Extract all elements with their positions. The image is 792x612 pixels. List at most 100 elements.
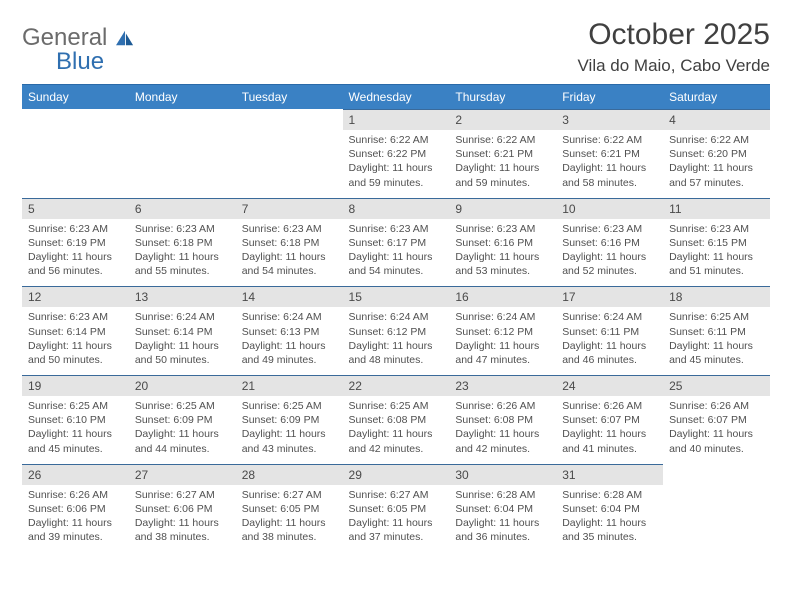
day-info: Sunrise: 6:26 AMSunset: 6:08 PMDaylight:… bbox=[449, 396, 556, 464]
day-header: Friday bbox=[556, 85, 663, 110]
day-info-line: Daylight: 11 hours bbox=[455, 516, 550, 530]
day-info-line: and 47 minutes. bbox=[455, 353, 550, 367]
day-info-line: Sunset: 6:07 PM bbox=[562, 413, 657, 427]
day-number: 11 bbox=[663, 198, 770, 219]
day-info-line: Daylight: 11 hours bbox=[135, 339, 230, 353]
day-info-line: and 54 minutes. bbox=[242, 264, 337, 278]
day-info-line: Sunrise: 6:23 AM bbox=[349, 222, 444, 236]
day-info: Sunrise: 6:28 AMSunset: 6:04 PMDaylight:… bbox=[556, 485, 663, 553]
day-info-line: Sunset: 6:12 PM bbox=[349, 325, 444, 339]
day-info: Sunrise: 6:27 AMSunset: 6:06 PMDaylight:… bbox=[129, 485, 236, 553]
logo-sail-icon bbox=[115, 29, 135, 52]
day-info-line: Sunset: 6:09 PM bbox=[135, 413, 230, 427]
day-info-line: Sunset: 6:08 PM bbox=[349, 413, 444, 427]
day-info-line: Sunset: 6:21 PM bbox=[455, 147, 550, 161]
day-info-line: Sunset: 6:16 PM bbox=[455, 236, 550, 250]
day-info-line: and 38 minutes. bbox=[242, 530, 337, 544]
day-number: 13 bbox=[129, 287, 236, 308]
day-info-line: and 46 minutes. bbox=[562, 353, 657, 367]
day-info bbox=[129, 130, 236, 198]
day-info-line: Sunset: 6:22 PM bbox=[349, 147, 444, 161]
day-info-line: Sunrise: 6:25 AM bbox=[135, 399, 230, 413]
day-number: 20 bbox=[129, 376, 236, 397]
day-info: Sunrise: 6:27 AMSunset: 6:05 PMDaylight:… bbox=[236, 485, 343, 553]
day-number: 24 bbox=[556, 376, 663, 397]
day-info-line: Sunset: 6:04 PM bbox=[455, 502, 550, 516]
day-info: Sunrise: 6:25 AMSunset: 6:08 PMDaylight:… bbox=[343, 396, 450, 464]
day-number: 15 bbox=[343, 287, 450, 308]
day-info-line: Sunrise: 6:23 AM bbox=[28, 310, 123, 324]
week-number-row: 19202122232425 bbox=[22, 376, 770, 397]
day-info: Sunrise: 6:22 AMSunset: 6:21 PMDaylight:… bbox=[556, 130, 663, 198]
day-info-line: Sunset: 6:12 PM bbox=[455, 325, 550, 339]
day-info-line: Sunrise: 6:24 AM bbox=[135, 310, 230, 324]
day-info-line: Daylight: 11 hours bbox=[455, 339, 550, 353]
day-info-line: and 40 minutes. bbox=[669, 442, 764, 456]
day-info: Sunrise: 6:26 AMSunset: 6:06 PMDaylight:… bbox=[22, 485, 129, 553]
day-info-line: Daylight: 11 hours bbox=[562, 339, 657, 353]
day-number: 29 bbox=[343, 464, 450, 485]
day-number: 16 bbox=[449, 287, 556, 308]
day-info-line: Sunrise: 6:22 AM bbox=[562, 133, 657, 147]
day-info-line: Sunset: 6:13 PM bbox=[242, 325, 337, 339]
day-info-line: Sunrise: 6:23 AM bbox=[135, 222, 230, 236]
day-info-line: Sunset: 6:04 PM bbox=[562, 502, 657, 516]
day-info-line: Daylight: 11 hours bbox=[242, 250, 337, 264]
day-info-line: Sunset: 6:10 PM bbox=[28, 413, 123, 427]
day-number: 19 bbox=[22, 376, 129, 397]
day-number: 18 bbox=[663, 287, 770, 308]
day-info-line: Sunset: 6:16 PM bbox=[562, 236, 657, 250]
day-info-line: Daylight: 11 hours bbox=[349, 250, 444, 264]
day-info-line: Daylight: 11 hours bbox=[135, 427, 230, 441]
day-info-line: and 48 minutes. bbox=[349, 353, 444, 367]
day-info: Sunrise: 6:28 AMSunset: 6:04 PMDaylight:… bbox=[449, 485, 556, 553]
day-info: Sunrise: 6:24 AMSunset: 6:12 PMDaylight:… bbox=[343, 307, 450, 375]
day-header: Wednesday bbox=[343, 85, 450, 110]
day-info-line: Sunrise: 6:23 AM bbox=[28, 222, 123, 236]
day-info-line: Sunset: 6:05 PM bbox=[242, 502, 337, 516]
day-info-line: Daylight: 11 hours bbox=[242, 516, 337, 530]
day-number: 27 bbox=[129, 464, 236, 485]
day-header-row: Sunday Monday Tuesday Wednesday Thursday… bbox=[22, 85, 770, 110]
day-number bbox=[129, 110, 236, 131]
day-number: 26 bbox=[22, 464, 129, 485]
day-number: 9 bbox=[449, 198, 556, 219]
week-info-row: Sunrise: 6:22 AMSunset: 6:22 PMDaylight:… bbox=[22, 130, 770, 198]
day-info-line: Sunrise: 6:23 AM bbox=[242, 222, 337, 236]
day-header: Sunday bbox=[22, 85, 129, 110]
day-info: Sunrise: 6:22 AMSunset: 6:21 PMDaylight:… bbox=[449, 130, 556, 198]
day-info-line: Daylight: 11 hours bbox=[349, 161, 444, 175]
day-info-line: Daylight: 11 hours bbox=[28, 339, 123, 353]
day-number: 23 bbox=[449, 376, 556, 397]
day-info-line: and 39 minutes. bbox=[28, 530, 123, 544]
day-info-line: Sunset: 6:14 PM bbox=[135, 325, 230, 339]
day-info: Sunrise: 6:23 AMSunset: 6:18 PMDaylight:… bbox=[129, 219, 236, 287]
day-number: 8 bbox=[343, 198, 450, 219]
day-header: Saturday bbox=[663, 85, 770, 110]
day-info-line: Sunset: 6:19 PM bbox=[28, 236, 123, 250]
month-title: October 2025 bbox=[578, 18, 770, 52]
day-info-line: Daylight: 11 hours bbox=[242, 427, 337, 441]
day-number: 17 bbox=[556, 287, 663, 308]
day-info-line: Daylight: 11 hours bbox=[669, 250, 764, 264]
day-header: Tuesday bbox=[236, 85, 343, 110]
day-info: Sunrise: 6:23 AMSunset: 6:17 PMDaylight:… bbox=[343, 219, 450, 287]
day-info-line: and 37 minutes. bbox=[349, 530, 444, 544]
logo: GeneralBlue bbox=[22, 18, 135, 76]
day-info-line: and 44 minutes. bbox=[135, 442, 230, 456]
day-info-line: Sunset: 6:18 PM bbox=[135, 236, 230, 250]
day-info: Sunrise: 6:22 AMSunset: 6:20 PMDaylight:… bbox=[663, 130, 770, 198]
day-info: Sunrise: 6:24 AMSunset: 6:14 PMDaylight:… bbox=[129, 307, 236, 375]
day-info-line: Daylight: 11 hours bbox=[455, 161, 550, 175]
day-info: Sunrise: 6:25 AMSunset: 6:09 PMDaylight:… bbox=[236, 396, 343, 464]
week-info-row: Sunrise: 6:25 AM Sunset: 6:10 PM Daylight:… bbox=[22, 396, 770, 464]
day-info-line: Sunrise: 6:27 AM bbox=[349, 488, 444, 502]
day-number: 22 bbox=[343, 376, 450, 397]
day-info-line: Sunrise: 6:25 AM bbox=[349, 399, 444, 413]
day-info-line: Sunrise: 6:23 AM bbox=[669, 222, 764, 236]
day-info-line: Sunrise: 6:26 AM bbox=[455, 399, 550, 413]
day-info-line: Daylight: 11 hours bbox=[135, 516, 230, 530]
day-info-line: Daylight: 11 hours bbox=[669, 161, 764, 175]
day-info: Sunrise: 6:25 AMSunset: 6:09 PMDaylight:… bbox=[129, 396, 236, 464]
day-info-line: Sunset: 6:07 PM bbox=[669, 413, 764, 427]
